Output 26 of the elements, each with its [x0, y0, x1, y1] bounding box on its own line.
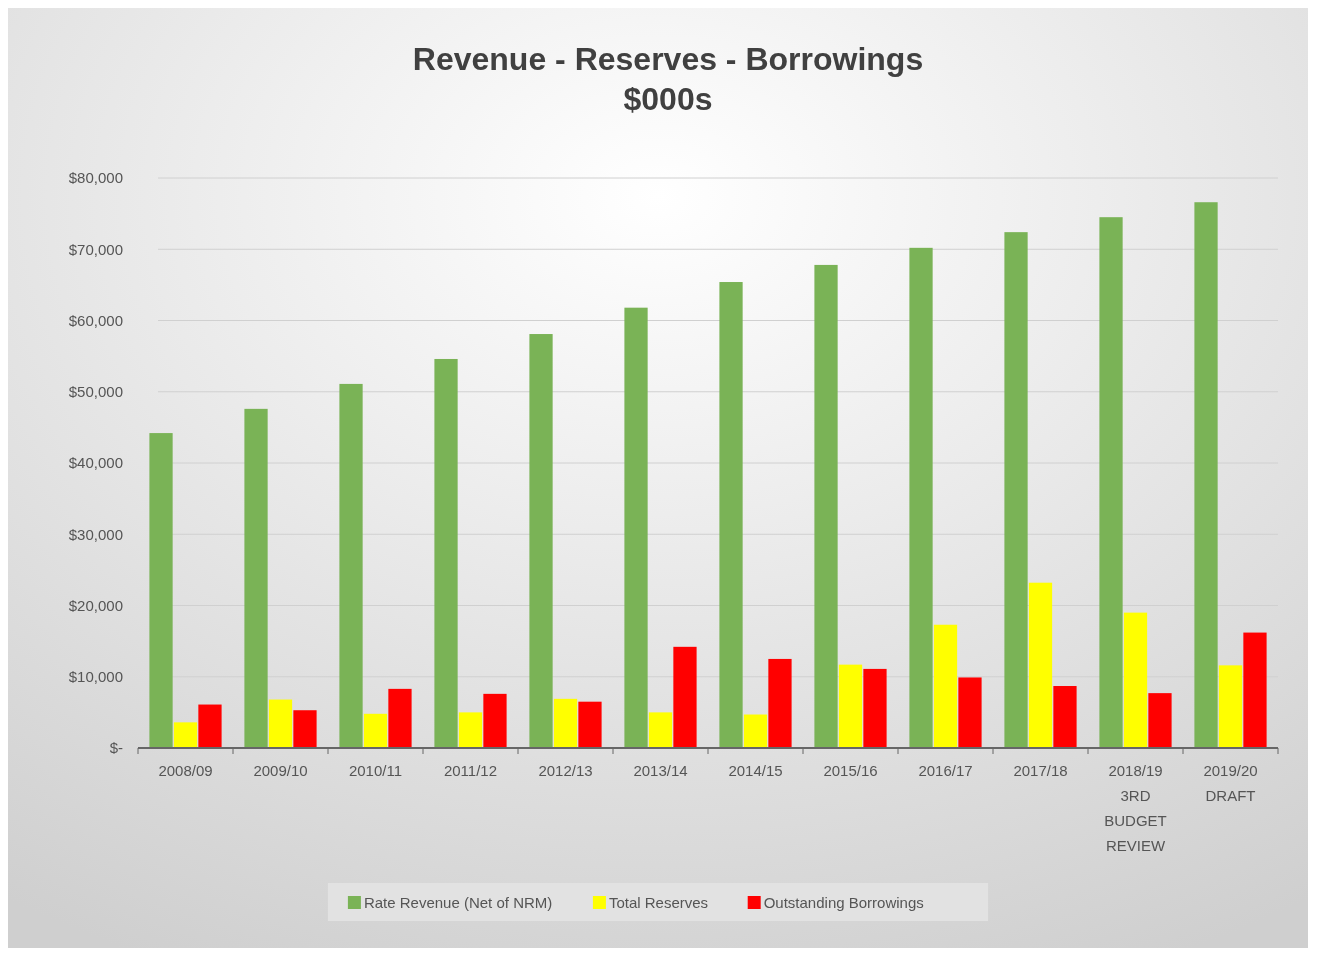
- y-tick-label: $40,000: [68, 454, 123, 472]
- x-tick-label: 2010/11: [348, 762, 403, 779]
- y-tick-label: $50,000: [68, 383, 123, 400]
- x-tick-label: 2018/19 3RD BUDGET REVIEW: [1104, 762, 1167, 854]
- x-tick-label: 2009/10: [253, 762, 308, 779]
- x-tick-label: 2014/15: [728, 762, 783, 779]
- y-tick-label: $30,000: [68, 525, 123, 543]
- y-tick-label: $20,000: [68, 596, 123, 614]
- y-tick-label: $10,000: [68, 668, 123, 685]
- x-tick-label: 2011/12: [443, 762, 498, 779]
- x-tick-label: 2015/16: [823, 762, 878, 779]
- chart-title: Revenue - Reserves - Borrowings: [412, 41, 924, 77]
- y-tick-label: $70,000: [68, 240, 123, 258]
- y-tick-label: $80,000: [68, 169, 123, 187]
- x-tick-label: 2008/09: [158, 762, 213, 779]
- y-tick-label: $60,000: [68, 311, 123, 329]
- x-tick-label: 2012/13: [538, 762, 593, 779]
- chart-subtitle: $000s: [623, 81, 713, 117]
- y-tick-label: $-: [109, 739, 123, 757]
- legend-label: Total Reserves: [608, 894, 709, 912]
- legend-label: Outstanding Borrowings: [763, 894, 924, 912]
- x-tick-label: 2017/18: [1013, 762, 1068, 779]
- x-tick-label: 2013/14: [633, 762, 688, 779]
- legend-label: Rate Revenue (Net of NRM): [363, 894, 553, 912]
- x-tick-label: 2019/20 DRAFT: [1203, 762, 1258, 804]
- x-tick-label: 2016/17: [918, 762, 973, 779]
